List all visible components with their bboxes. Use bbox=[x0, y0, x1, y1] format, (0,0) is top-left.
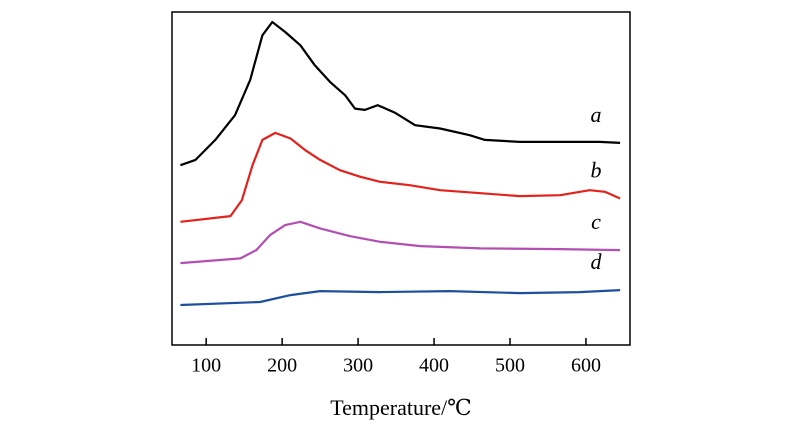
series-line bbox=[180, 220, 621, 265]
x-tick-label: 500 bbox=[495, 355, 525, 377]
x-tick-label: 200 bbox=[267, 355, 297, 377]
series-line bbox=[180, 289, 621, 307]
x-tick-label: 100 bbox=[191, 355, 221, 377]
plot-frame bbox=[171, 11, 631, 346]
series-label: d bbox=[591, 249, 603, 274]
series-label: b bbox=[591, 158, 602, 183]
series-line bbox=[180, 20, 621, 167]
series-label: a bbox=[591, 102, 602, 127]
series-line bbox=[180, 131, 621, 223]
x-axis-title: Temperature/℃ bbox=[330, 395, 472, 420]
x-tick-label: 600 bbox=[571, 355, 601, 377]
x-tick-label: 400 bbox=[419, 355, 449, 377]
series-label: c bbox=[591, 209, 601, 234]
x-tick-label: 300 bbox=[343, 355, 373, 377]
